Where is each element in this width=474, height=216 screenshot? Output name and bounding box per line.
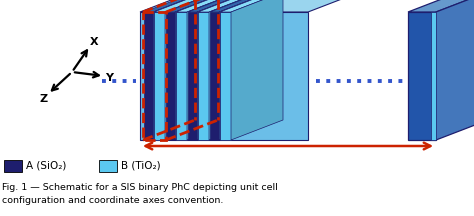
Polygon shape bbox=[197, 0, 249, 140]
Polygon shape bbox=[209, 0, 261, 140]
Text: A (SiO₂): A (SiO₂) bbox=[26, 161, 66, 171]
Polygon shape bbox=[165, 0, 217, 140]
Polygon shape bbox=[231, 0, 283, 140]
Text: Fig. 1 — Schematic for a SIS binary PhC depicting unit cell: Fig. 1 — Schematic for a SIS binary PhC … bbox=[2, 183, 278, 192]
Text: B (TiO₂): B (TiO₂) bbox=[121, 161, 161, 171]
Polygon shape bbox=[210, 0, 271, 12]
Polygon shape bbox=[198, 12, 209, 140]
Polygon shape bbox=[436, 0, 474, 140]
Polygon shape bbox=[187, 0, 239, 140]
Polygon shape bbox=[188, 12, 197, 140]
Polygon shape bbox=[166, 0, 227, 12]
Polygon shape bbox=[408, 12, 436, 140]
Polygon shape bbox=[144, 0, 205, 12]
Polygon shape bbox=[176, 12, 187, 140]
Text: Z: Z bbox=[40, 94, 48, 104]
Polygon shape bbox=[408, 0, 474, 12]
Polygon shape bbox=[431, 12, 436, 140]
Polygon shape bbox=[175, 0, 227, 140]
Bar bbox=[99, 160, 117, 172]
Polygon shape bbox=[153, 0, 205, 140]
Bar bbox=[143, 12, 166, 140]
Polygon shape bbox=[154, 0, 217, 12]
Polygon shape bbox=[176, 0, 239, 12]
Polygon shape bbox=[210, 12, 219, 140]
Polygon shape bbox=[140, 12, 308, 140]
Text: Y: Y bbox=[105, 73, 113, 83]
Text: configuration and coordinate axes convention.: configuration and coordinate axes conven… bbox=[2, 196, 223, 205]
Bar bbox=[4, 160, 22, 172]
Polygon shape bbox=[220, 12, 231, 140]
Polygon shape bbox=[154, 12, 165, 140]
Polygon shape bbox=[188, 0, 249, 12]
Polygon shape bbox=[220, 0, 283, 12]
Polygon shape bbox=[166, 12, 175, 140]
Polygon shape bbox=[219, 0, 271, 140]
Polygon shape bbox=[198, 0, 261, 12]
Polygon shape bbox=[144, 12, 153, 140]
Polygon shape bbox=[140, 0, 360, 12]
Text: X: X bbox=[90, 37, 98, 47]
